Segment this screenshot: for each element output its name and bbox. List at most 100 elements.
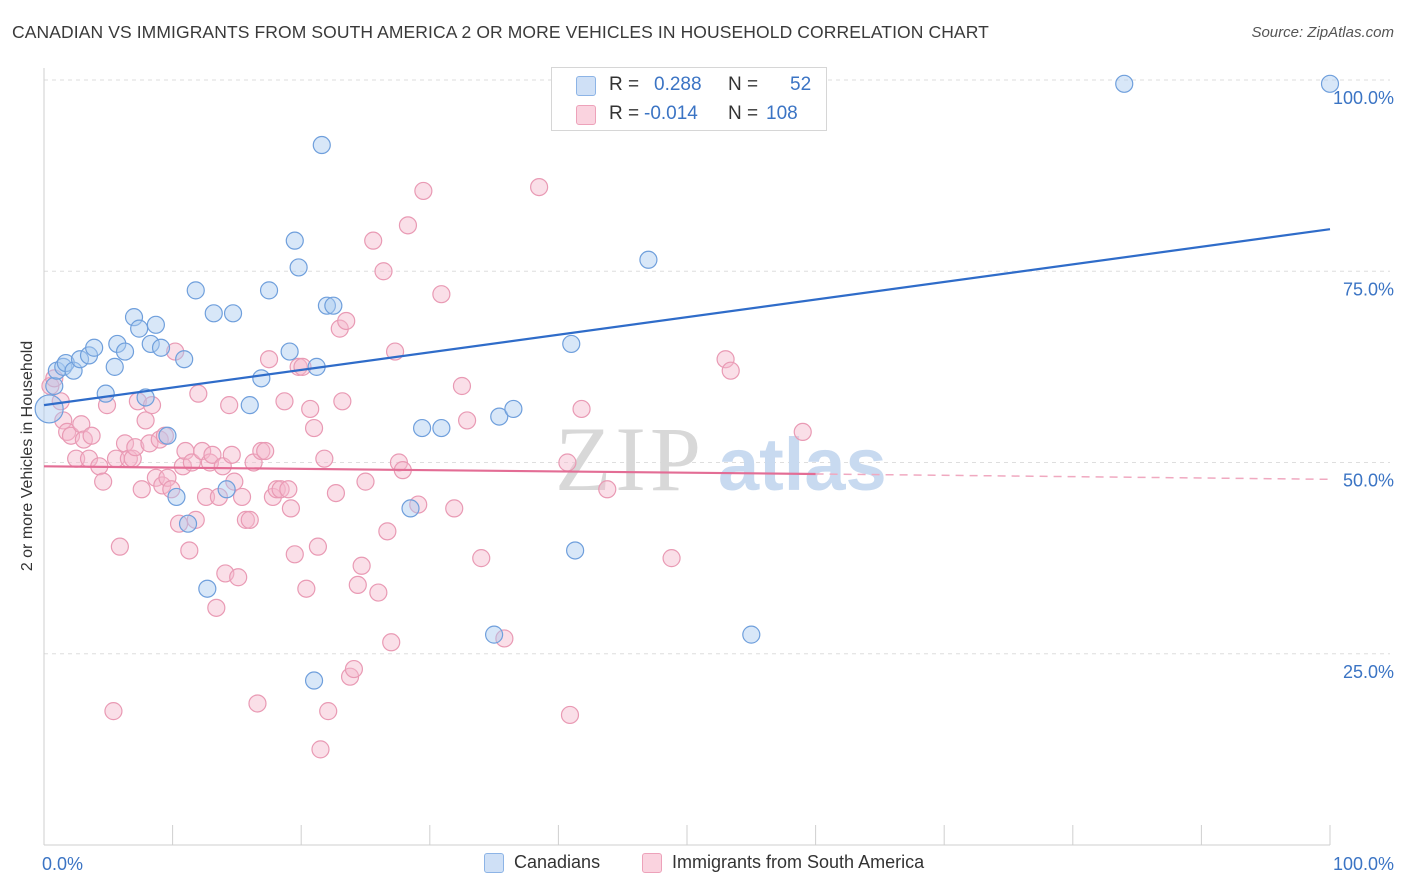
canadians-point [324, 296, 343, 315]
canadians-point [186, 281, 205, 300]
x-tick-label: 100.0% [1333, 854, 1394, 874]
immigrants-trend-extension [815, 473, 1331, 481]
canadians-point [490, 407, 509, 426]
legend-r-label: R = [609, 74, 640, 95]
immigrants-point [326, 484, 346, 503]
canadians-point [56, 353, 75, 373]
immigrants-point [271, 480, 290, 499]
immigrants-point [279, 480, 298, 499]
immigrants-point [369, 583, 388, 602]
watermark-zip: ZIP [555, 408, 705, 510]
gridlines [44, 79, 1390, 655]
immigrants-point [236, 510, 256, 529]
immigrants-point [716, 350, 735, 369]
immigrants-point [308, 537, 328, 556]
immigrants-point [173, 457, 192, 476]
immigrants-point [275, 392, 294, 411]
axes [43, 68, 1331, 846]
canadians-point [317, 296, 337, 315]
immigrants-point [457, 411, 477, 430]
canadians-point [259, 281, 279, 300]
immigrants-point [259, 350, 279, 369]
immigrants-point [72, 415, 91, 434]
legend-r-value-immigrants: -0.014 [644, 103, 698, 124]
immigrants-point [445, 499, 464, 518]
immigrants-point [115, 434, 135, 453]
canadians-point [639, 250, 658, 269]
canadians-point [204, 304, 223, 323]
canadians-point [289, 258, 308, 277]
immigrants-point [252, 441, 271, 461]
canadians-point [304, 671, 324, 690]
immigrants-point [352, 556, 371, 575]
canadians-point [742, 625, 761, 644]
canadians-point [146, 315, 165, 334]
immigrants-point [414, 181, 433, 201]
legend-n-value-immigrants: 108 [766, 103, 798, 124]
immigrants-point [558, 453, 577, 472]
canadians-point [432, 418, 451, 438]
canadians-point [151, 338, 171, 357]
immigrants-point [209, 487, 228, 507]
immigrants-point [374, 262, 393, 281]
legend-item-canadians: Canadians [484, 852, 600, 873]
immigrants-point [721, 361, 740, 380]
tick-labels: 25.0% 50.0% 75.0% 100.0% 0.0% 100.0% [42, 88, 1394, 874]
legend-n-label: N = [728, 103, 759, 124]
legend-swatch-immigrants [642, 852, 662, 873]
immigrants-trend-line [43, 465, 816, 476]
immigrants-point [285, 545, 304, 564]
canadians-point [504, 399, 523, 419]
canadians-points [34, 70, 1340, 690]
immigrants-point [364, 231, 383, 250]
immigrants-point [229, 568, 248, 587]
canadians-point [108, 334, 127, 354]
immigrants-point [94, 472, 113, 491]
series-legend: Canadians Immigrants from South America [0, 852, 1406, 878]
canadians-point [96, 384, 115, 403]
immigrants-point [356, 472, 375, 491]
canadians-point [105, 357, 124, 376]
canadians-point [178, 514, 198, 533]
canadians-point [167, 487, 186, 507]
immigrants-point [248, 694, 267, 713]
legend-swatch-canadians [576, 76, 596, 96]
immigrants-point [281, 499, 301, 518]
immigrants-point [304, 418, 324, 438]
immigrants-point [598, 480, 617, 499]
canadians-point [412, 418, 432, 438]
canadians-point [136, 388, 155, 407]
canadians-point [1115, 74, 1134, 93]
legend-label-immigrants: Immigrants from South America [672, 852, 925, 872]
immigrants-point [793, 422, 812, 441]
canadians-point [85, 338, 104, 357]
immigrants-point [382, 633, 401, 652]
immigrants-point [203, 445, 222, 464]
immigrants-point [472, 549, 491, 568]
immigrants-point [82, 426, 101, 445]
immigrants-point [452, 376, 472, 396]
canadians-point [115, 342, 135, 361]
canadians-point [124, 308, 144, 327]
immigrants-point [256, 441, 275, 461]
immigrants-point [180, 541, 199, 560]
correlation-legend: R = 0.288 N = 52 R = -0.014 N = 108 [551, 67, 827, 131]
legend-item-immigrants: Immigrants from South America [642, 852, 924, 873]
immigrants-points [41, 178, 812, 759]
x-tick-label: 0.0% [42, 854, 83, 874]
legend-n-label: N = [728, 74, 759, 95]
chart-title: CANADIAN VS IMMIGRANTS FROM SOUTH AMERIC… [12, 22, 989, 42]
canadians-point [175, 350, 194, 369]
canadians-point [280, 342, 299, 361]
canadians-point [198, 579, 217, 598]
canadians-point [141, 334, 160, 354]
canadians-point [312, 135, 331, 155]
immigrants-point [311, 740, 330, 759]
immigrants-point [495, 629, 514, 648]
immigrants-point [560, 705, 580, 725]
canadians-point [223, 304, 243, 323]
canadians-point [64, 361, 83, 380]
y-tick-label: 50.0% [1343, 471, 1394, 491]
canadians-point [562, 334, 581, 354]
canadians-point [217, 480, 236, 499]
